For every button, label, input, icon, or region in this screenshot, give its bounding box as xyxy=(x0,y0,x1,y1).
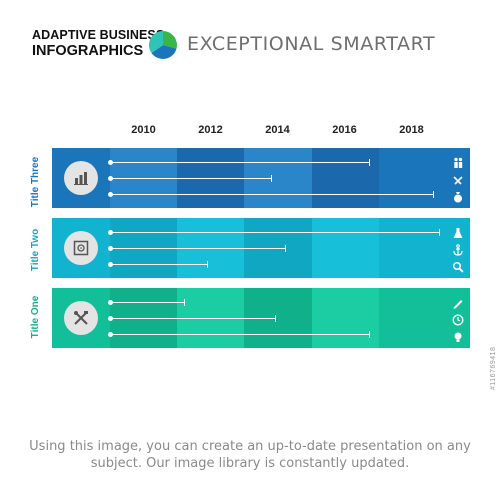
year-label: 2016 xyxy=(332,124,357,136)
year-column xyxy=(311,148,379,208)
handshake-icon xyxy=(452,173,464,185)
tools-icon xyxy=(64,301,98,335)
year-column xyxy=(378,148,446,208)
year-column xyxy=(311,218,379,278)
row-label: Title Two xyxy=(30,228,41,272)
money-bag-icon xyxy=(452,190,464,203)
image-id: #116769418 xyxy=(490,346,497,390)
panel-icon-cell xyxy=(52,148,110,208)
timeline-start-dot xyxy=(108,192,113,197)
year-label: 2014 xyxy=(265,124,290,136)
timeline-end-cap xyxy=(207,261,209,268)
pencil-icon xyxy=(452,296,464,309)
year-label: 2018 xyxy=(399,124,424,136)
people-icon xyxy=(452,156,464,168)
side-icon-column xyxy=(446,148,470,208)
timeline-end-cap xyxy=(274,315,276,322)
brand-block: ADAPTIVE BUSINESS INFOGRAPHICS xyxy=(32,29,164,58)
page-title: EXCEPTIONAL SMARTART xyxy=(187,33,436,55)
timeline-bar xyxy=(110,302,184,303)
timeline-bar xyxy=(110,178,272,179)
timeline-bar xyxy=(110,318,275,319)
search-icon xyxy=(452,260,464,273)
flask-icon xyxy=(452,226,464,238)
timeline-start-dot xyxy=(108,316,113,321)
side-icon-column xyxy=(446,288,470,348)
timeline-start-dot xyxy=(108,230,113,235)
timeline-end-cap xyxy=(368,331,370,338)
year-column xyxy=(378,218,446,278)
year-column xyxy=(378,288,446,348)
timeline-panel xyxy=(52,288,470,348)
row-label: Title Three xyxy=(30,156,41,208)
year-axis: 2010 2012 2014 2016 2018 xyxy=(110,124,446,138)
brand-line-2: INFOGRAPHICS xyxy=(32,42,144,59)
timeline-panel xyxy=(52,218,470,278)
timeline-bar xyxy=(110,162,369,163)
timeline-start-dot xyxy=(108,246,113,251)
timeline-start-dot xyxy=(108,160,113,165)
year-label: 2012 xyxy=(198,124,223,136)
timeline-end-cap xyxy=(368,159,370,166)
timeline-end-cap xyxy=(183,299,185,306)
anchor-icon xyxy=(452,243,464,256)
pie-logo-icon xyxy=(149,31,177,59)
timeline-end-cap xyxy=(439,229,441,236)
panel-icon-cell xyxy=(52,288,110,348)
clock-icon xyxy=(452,313,464,326)
side-icon-column xyxy=(446,218,470,278)
timeline-bar xyxy=(110,248,285,249)
timeline-end-cap xyxy=(271,175,273,182)
caption-text: Using this image, you can create an up-t… xyxy=(29,439,471,471)
timeline-end-cap xyxy=(284,245,286,252)
timeline-start-dot xyxy=(108,262,113,267)
lightbulb-icon xyxy=(452,330,464,342)
timeline-bar xyxy=(110,232,440,233)
timeline-start-dot xyxy=(108,176,113,181)
brand-line-1: ADAPTIVE BUSINESS xyxy=(32,28,165,42)
timeline-bar xyxy=(110,194,433,195)
timeline-panel xyxy=(52,148,470,208)
row-label: Title One xyxy=(30,295,41,339)
timeline-bar xyxy=(110,264,208,265)
bar-chart-icon xyxy=(64,161,98,195)
year-label: 2010 xyxy=(131,124,156,136)
timeline-start-dot xyxy=(108,332,113,337)
year-column xyxy=(311,288,379,348)
timeline-bar xyxy=(110,334,369,335)
timeline-end-cap xyxy=(432,191,434,198)
panel-icon-cell xyxy=(52,218,110,278)
timeline-start-dot xyxy=(108,300,113,305)
safe-icon xyxy=(64,231,98,265)
